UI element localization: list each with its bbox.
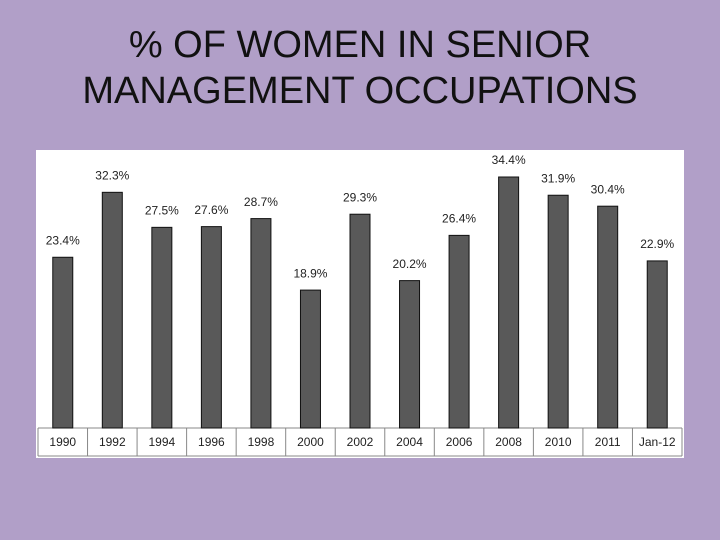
bar: [151, 226, 173, 429]
x-tick-label: 1992: [99, 435, 126, 449]
data-label: 27.5%: [145, 204, 179, 218]
data-label: 22.9%: [640, 237, 674, 251]
bar: [299, 289, 321, 429]
bar: [498, 176, 520, 429]
x-tick-label: 2002: [347, 435, 374, 449]
data-label: 20.2%: [393, 257, 427, 271]
bar: [448, 234, 470, 429]
bar: [399, 280, 421, 429]
data-label: 18.9%: [293, 266, 327, 280]
bar: [597, 205, 619, 429]
x-tick-label: 2004: [396, 435, 423, 449]
data-label: 32.3%: [95, 168, 129, 182]
x-tick-label: 1998: [248, 435, 275, 449]
data-label: 27.6%: [194, 203, 228, 217]
bar: [200, 226, 222, 429]
chart: 23.4% 1990 32.3% 1992 27.5% 1994 27.6% 1996 28.7…: [36, 150, 684, 458]
data-label: 29.3%: [343, 190, 377, 204]
bar: [52, 256, 74, 429]
bar: [250, 218, 272, 429]
x-tick-label: 2010: [545, 435, 572, 449]
x-tick-label: 2000: [297, 435, 324, 449]
x-tick-label: 2008: [495, 435, 522, 449]
data-label: 28.7%: [244, 195, 278, 209]
data-label: 26.4%: [442, 212, 476, 226]
x-tick-label: 1990: [49, 435, 76, 449]
data-label: 30.4%: [591, 182, 625, 196]
data-label: 23.4%: [46, 233, 80, 247]
x-tick-label: 1996: [198, 435, 225, 449]
bar: [646, 260, 668, 429]
bar: [101, 191, 123, 429]
chart-title: % OF WOMEN IN SENIOR MANAGEMENT OCCUPATI…: [82, 24, 638, 112]
bar: [349, 213, 371, 429]
x-tick-label: 2011: [595, 435, 621, 449]
bar: [547, 194, 569, 429]
data-label: 31.9%: [541, 171, 575, 185]
x-tick-label: Jan-12: [639, 435, 676, 449]
x-tick-label: 1994: [148, 435, 175, 449]
x-tick-label: 2006: [446, 435, 473, 449]
data-label: 34.4%: [492, 153, 526, 167]
